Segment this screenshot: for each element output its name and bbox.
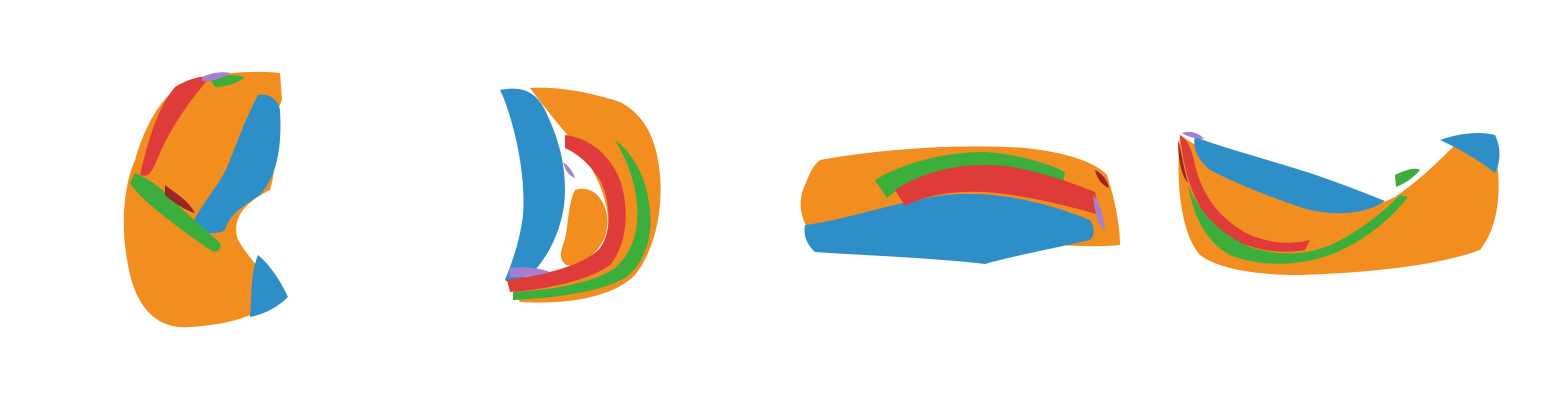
surface-shape-1 [123, 71, 288, 328]
region-blue [192, 94, 281, 234]
region-blue-right [1440, 132, 1500, 173]
surface-shape-4 [1178, 131, 1500, 275]
region-dark-red [1178, 140, 1188, 183]
region-purple [202, 72, 230, 82]
region-green [1188, 185, 1408, 264]
region-red [507, 135, 626, 292]
region-orange-inner [1209, 175, 1320, 221]
region-green [875, 152, 1065, 198]
region-dark-red [165, 185, 195, 213]
region-blue-lower [250, 255, 288, 317]
surface-render-view-2 [495, 80, 675, 315]
region-purple-upper [563, 162, 575, 178]
surface-shape-2 [500, 87, 661, 303]
region-blue [500, 88, 565, 282]
region-purple [1182, 131, 1204, 139]
region-purple [1093, 195, 1105, 230]
surface-render-view-4 [1170, 125, 1505, 280]
surface-render-view-1 [110, 65, 300, 340]
region-green-right [1395, 168, 1420, 187]
surface-render-view-3 [795, 140, 1125, 270]
region-blue [804, 193, 1094, 264]
surface-shape-3 [800, 146, 1120, 264]
region-green [130, 173, 221, 252]
region-red [895, 165, 1100, 215]
region-dark-red [1095, 170, 1109, 188]
region-purple [509, 267, 550, 278]
region-blue [1194, 137, 1385, 214]
region-orange-inner [560, 188, 608, 266]
region-orange [510, 87, 661, 303]
region-red [140, 76, 210, 176]
